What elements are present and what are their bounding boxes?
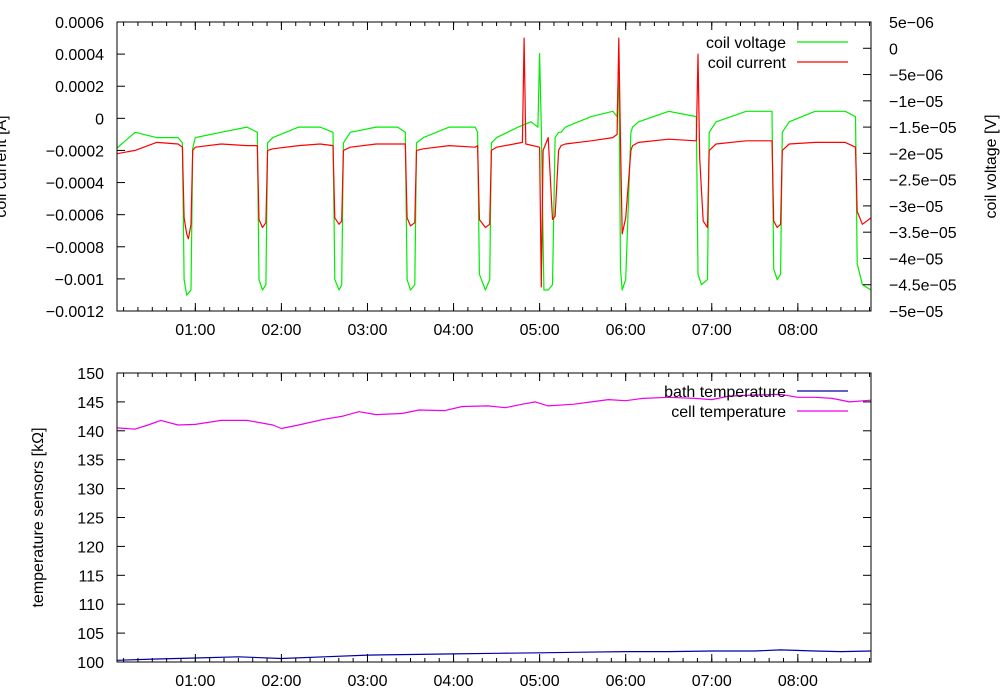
y2-tick-label: −2e−05 — [889, 146, 943, 163]
x-tick-label: 03:00 — [347, 673, 387, 690]
y-tick-label: 140 — [77, 424, 104, 441]
y-tick-label: 105 — [77, 626, 104, 643]
y-tick-label: 100 — [77, 655, 104, 672]
legend-label: coil current — [708, 55, 787, 72]
x-tick-label: 01:00 — [175, 322, 215, 339]
y2-tick-label: −5e−06 — [889, 68, 943, 85]
y2-axis-label: coil voltage [V] — [983, 114, 1000, 218]
x-tick-label: 02:00 — [261, 322, 301, 339]
x-tick-label: 06:00 — [606, 322, 646, 339]
y-tick-label: 0.0006 — [55, 15, 104, 32]
series-line-coil-current — [117, 37, 871, 288]
x-tick-label: 02:00 — [261, 673, 301, 690]
x-tick-label: 04:00 — [434, 322, 474, 339]
y-tick-label: 135 — [77, 453, 104, 470]
y2-tick-label: −1.5e−05 — [889, 120, 957, 137]
y-tick-label: −0.0012 — [46, 304, 104, 321]
x-tick-label: 01:00 — [175, 673, 215, 690]
y-tick-label: −0.0002 — [46, 143, 104, 160]
series-line-bath-temperature — [117, 649, 871, 661]
y-tick-label: 115 — [78, 568, 104, 585]
y-tick-label: 120 — [77, 539, 104, 556]
y2-tick-label: −1e−05 — [889, 94, 943, 111]
legend-label: coil voltage — [706, 35, 786, 52]
y2-tick-label: 5e−06 — [889, 15, 934, 32]
y-tick-label: 0.0004 — [55, 47, 104, 64]
y-tick-label: −0.0008 — [46, 240, 104, 257]
y-tick-label: 125 — [77, 511, 104, 528]
series-line-cell-temperature — [117, 393, 871, 430]
x-tick-label: 05:00 — [520, 322, 560, 339]
x-tick-label: 05:00 — [520, 673, 560, 690]
series-line-coil-voltage — [117, 52, 871, 296]
y2-tick-label: −4e−05 — [889, 251, 943, 268]
y-tick-label: 0 — [95, 111, 104, 128]
plot-frame — [116, 21, 872, 312]
y-tick-label: 145 — [77, 395, 104, 412]
y-axis-label: coil current [A] — [0, 115, 10, 217]
legend-label: cell temperature — [671, 404, 786, 421]
y-tick-label: 150 — [77, 366, 104, 383]
y2-tick-label: −3.5e−05 — [889, 225, 957, 242]
y-axis-label: temperature sensors [kΩ] — [30, 427, 47, 607]
y-tick-label: −0.0004 — [46, 176, 104, 193]
y2-tick-label: 0 — [889, 41, 898, 58]
x-tick-label: 07:00 — [692, 673, 732, 690]
y2-tick-label: −2.5e−05 — [889, 173, 957, 190]
y-tick-label: 110 — [78, 597, 104, 614]
legend-label: bath temperature — [664, 384, 786, 401]
y-tick-label: −0.001 — [55, 272, 104, 289]
y2-tick-label: −3e−05 — [889, 199, 943, 216]
coil-chart: 01:00 02:00 03:00 04:00 05:00 06:00 07:00 08:00… — [0, 15, 1000, 339]
y-tick-label: 130 — [77, 482, 104, 499]
y-tick-label: 0.0002 — [55, 79, 104, 96]
x-tick-label: 08:00 — [778, 322, 818, 339]
x-tick-label: 03:00 — [347, 322, 387, 339]
x-tick-label: 07:00 — [692, 322, 732, 339]
y-tick-label: −0.0006 — [46, 208, 104, 225]
x-tick-label: 08:00 — [778, 673, 818, 690]
x-tick-label: 04:00 — [434, 673, 474, 690]
y2-tick-label: −4.5e−05 — [889, 278, 957, 295]
x-tick-label: 06:00 — [606, 673, 646, 690]
y2-tick-label: −5e−05 — [889, 304, 943, 321]
temperature-chart: 01:00 02:00 03:00 04:00 05:00 06:00 07:00 08:00… — [30, 366, 872, 690]
